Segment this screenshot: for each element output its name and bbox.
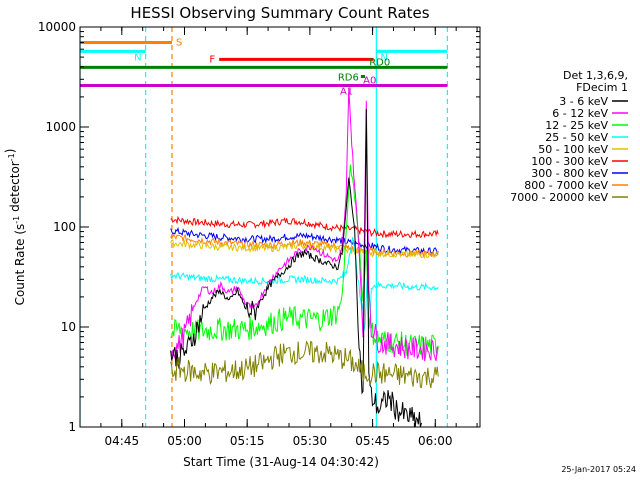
legend-entry-label: 800 - 7000 keV <box>524 179 608 192</box>
y-tick-label: 100 <box>53 220 76 234</box>
legend-entry-label: 100 - 300 keV <box>531 155 608 168</box>
y-tick-label: 1 <box>68 420 76 434</box>
series-line-1 <box>170 226 439 257</box>
series-line-5 <box>170 164 439 356</box>
flag-label-4: RD0 <box>369 57 390 68</box>
y-axis-label: Count Rate (s-1 detector-1) <box>3 149 27 306</box>
legend-entry-label: 3 - 6 keV <box>559 95 608 108</box>
flag-label-5: RD6 <box>338 72 359 83</box>
series-line-2 <box>170 233 439 258</box>
legend-header-line: FDecim 1 <box>576 81 628 94</box>
chart-title: HESSI Observing Summary Count Rates <box>130 4 429 22</box>
legend-entry-label: 50 - 100 keV <box>538 143 608 156</box>
legend-header-line: Det 1,3,6,9, <box>563 69 628 82</box>
x-tick-label: 05:30 <box>293 434 328 448</box>
flag-label-0: S <box>176 37 182 48</box>
x-tick-label: 06:00 <box>418 434 453 448</box>
series-line-8 <box>170 340 439 389</box>
x-tick-label: 05:45 <box>355 434 390 448</box>
series-line-7 <box>170 109 422 427</box>
x-tick-label: 04:45 <box>105 434 140 448</box>
legend-entry-label: 7000 - 20000 keV <box>510 191 608 204</box>
series-line-0 <box>170 215 439 239</box>
footer-timestamp: 25-Jan-2017 05:24 <box>561 465 636 474</box>
legend-entry-label: 12 - 25 keV <box>545 119 608 132</box>
flag-label-3: F <box>209 54 215 65</box>
legend-entry-label: 300 - 800 keV <box>531 167 608 180</box>
legend-entry-label: 6 - 12 keV <box>552 107 608 120</box>
flag-label-2: N <box>380 52 387 63</box>
x-tick-label: 05:15 <box>230 434 265 448</box>
x-axis-label: Start Time (31-Aug-14 04:30:42) <box>183 455 379 469</box>
series-line-3 <box>170 239 439 259</box>
legend-entry-label: 25 - 50 keV <box>545 131 608 144</box>
y-tick-label: 10 <box>61 320 76 334</box>
flag-label-7: A0 <box>363 76 376 87</box>
flag-label-6: A1 <box>340 87 353 98</box>
y-tick-label: 1000 <box>45 120 76 134</box>
series-line-4 <box>170 237 439 331</box>
y-tick-label: 10000 <box>38 20 76 34</box>
flag-label-1: N <box>134 52 141 63</box>
x-tick-label: 05:00 <box>167 434 202 448</box>
